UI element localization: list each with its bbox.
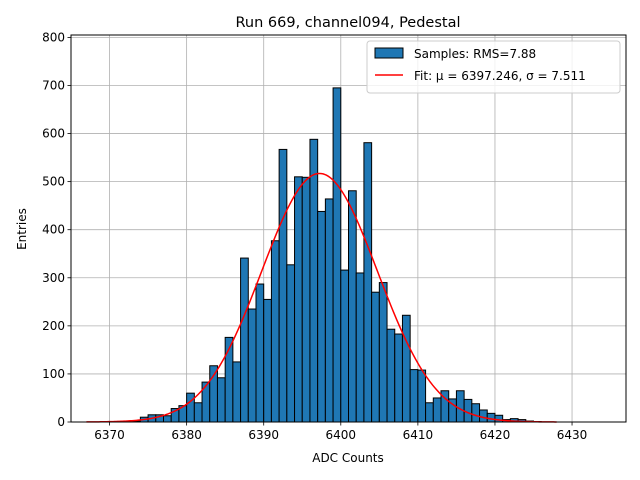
histogram-bar: [386, 328, 396, 423]
chart-title: Run 669, channel094, Pedestal: [235, 15, 460, 31]
y-tick-label: 600: [42, 127, 65, 141]
legend-fit-label: Fit: μ = 6397.246, σ = 7.511: [414, 69, 586, 83]
histogram-bar: [286, 264, 296, 423]
histogram-bars: [101, 87, 542, 423]
histogram-bar: [301, 176, 311, 423]
legend-histogram-label: Samples: RMS=7.88: [414, 47, 536, 61]
histogram-bar: [340, 269, 349, 423]
y-tick-label: 800: [42, 30, 65, 44]
y-tick-label: 500: [42, 175, 65, 189]
histogram-bar: [471, 403, 481, 423]
y-tick-label: 400: [42, 223, 65, 237]
x-tick-label: 6390: [248, 428, 279, 442]
histogram-bar: [317, 210, 326, 423]
histogram-bar: [378, 282, 388, 423]
y-tick-label: 200: [42, 319, 65, 333]
histogram-bar: [163, 415, 172, 423]
x-tick-label: 6420: [480, 428, 511, 442]
histogram-bar: [479, 409, 488, 423]
histogram-bar: [494, 414, 504, 423]
histogram-bar: [409, 369, 419, 423]
histogram-bar: [216, 377, 226, 423]
histogram-bar: [240, 257, 249, 423]
histogram-bar: [371, 291, 380, 423]
histogram-bar: [324, 198, 334, 423]
y-tick-label: 300: [42, 271, 65, 285]
x-tick-label: 6430: [557, 428, 588, 442]
histogram-bar: [232, 361, 242, 423]
grid-lines: [71, 35, 626, 423]
histogram-bar: [363, 142, 373, 423]
legend-histogram-swatch: [374, 47, 404, 59]
histogram-bar: [309, 138, 319, 423]
legend-box: [366, 40, 621, 94]
y-axis-label: Entries: [15, 208, 29, 250]
histogram-bar: [186, 392, 195, 423]
x-axis-label: ADC Counts: [312, 451, 384, 465]
legend: Samples: RMS=7.88 Fit: μ = 6397.246, σ =…: [366, 40, 621, 94]
histogram-bar: [417, 369, 427, 423]
x-tick-label: 6410: [403, 428, 434, 442]
y-axis-ticks: 0 100 200 300 400 500 600 700 800: [42, 30, 71, 429]
histogram-bar: [455, 390, 465, 423]
histogram-bar: [425, 402, 434, 423]
histogram-bar: [401, 314, 411, 423]
histogram-bar: [294, 176, 303, 423]
fit-curve-group: [86, 172, 557, 423]
histogram-bar: [432, 397, 442, 423]
histogram-bar: [255, 283, 265, 423]
y-tick-label: 700: [42, 78, 65, 92]
x-axis-ticks: 6370 6380 6390 6400 6410 6420 6430: [94, 422, 587, 442]
histogram-bar: [263, 298, 272, 423]
histogram-bar: [247, 308, 257, 423]
histogram-bar: [332, 87, 342, 423]
histogram-bar: [394, 333, 403, 423]
histogram-bar: [270, 240, 280, 423]
y-tick-label: 100: [42, 367, 65, 381]
histogram-bar: [355, 272, 365, 423]
x-tick-label: 6370: [94, 428, 125, 442]
x-tick-label: 6380: [171, 428, 202, 442]
fit-curve: [86, 172, 557, 423]
histogram-bar: [486, 412, 496, 423]
histogram-bar: [193, 402, 203, 423]
histogram-bar: [348, 190, 357, 423]
x-tick-label: 6400: [326, 428, 357, 442]
y-tick-label: 0: [57, 415, 65, 429]
histogram-bar: [278, 148, 288, 423]
plot-frame: [70, 34, 627, 423]
histogram-bar: [463, 398, 473, 423]
